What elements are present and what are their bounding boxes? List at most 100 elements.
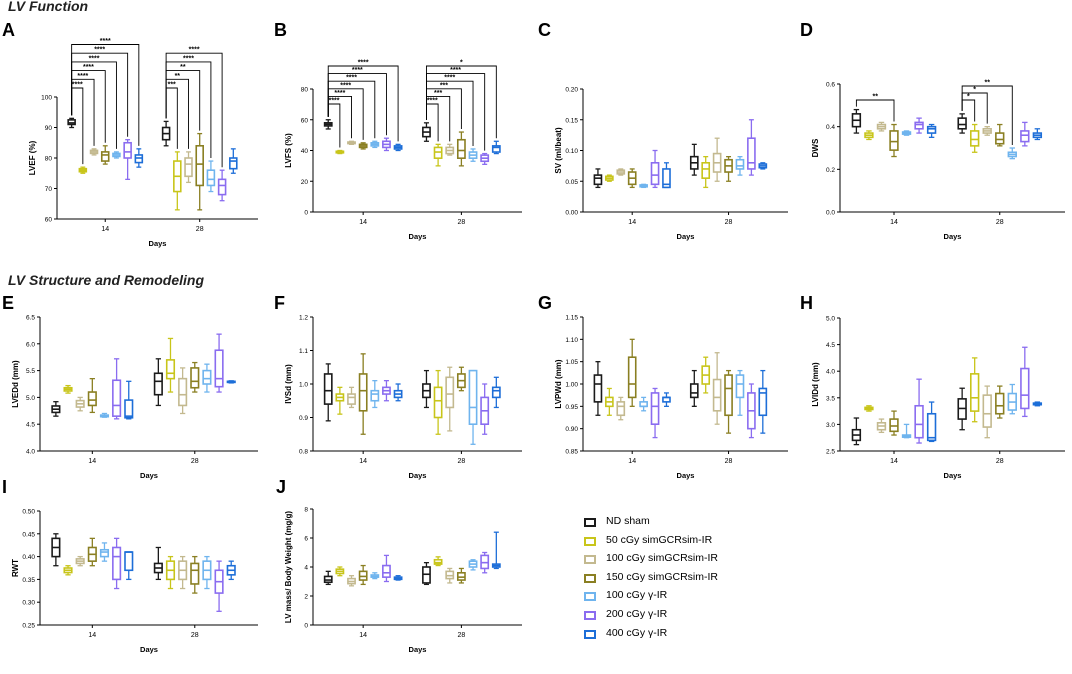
- y-tick-label: 1.0: [299, 382, 308, 389]
- x-tick-label: 28: [191, 458, 199, 465]
- significance-label: ****: [72, 82, 83, 89]
- y-tick-label: 0.20: [565, 87, 578, 94]
- y-tick-label: 0.35: [22, 577, 35, 584]
- y-tick-label: 8: [304, 507, 308, 514]
- y-tick-label: 60: [45, 217, 53, 224]
- y-tick-label: 0.9: [299, 415, 308, 422]
- y-tick-label: 4.0: [826, 369, 835, 376]
- box-iqr: [370, 389, 380, 402]
- section-title-lv-function: LV Function: [8, 0, 89, 14]
- box-iqr: [323, 373, 333, 405]
- x-tick-label: 28: [457, 632, 465, 639]
- y-tick-label: 0.0: [826, 210, 835, 217]
- legend-swatch: [584, 555, 596, 565]
- y-tick-label: 100: [41, 95, 52, 102]
- y-axis-label: LVIDd (mm): [811, 362, 820, 407]
- x-tick-label: 28: [996, 219, 1004, 226]
- box-iqr: [627, 356, 637, 399]
- x-axis-label: Days: [149, 239, 167, 248]
- y-tick-label: 6.0: [26, 341, 35, 348]
- y-tick-label: 0.90: [565, 426, 578, 433]
- significance-label: ****: [94, 47, 105, 54]
- significance-label: ****: [89, 55, 100, 62]
- legend-swatch: [584, 610, 596, 620]
- panel-label-d: D: [800, 20, 813, 40]
- x-axis-label: Days: [409, 232, 427, 241]
- y-tick-label: 5.5: [26, 368, 35, 375]
- box-iqr: [650, 392, 660, 425]
- box-iqr: [616, 401, 626, 417]
- box-iqr: [456, 138, 466, 159]
- y-tick-label: 6.5: [26, 315, 35, 322]
- box-iqr: [926, 412, 937, 442]
- box-iqr: [184, 157, 193, 178]
- significance-label: **: [984, 80, 990, 87]
- y-tick-label: 4.5: [826, 342, 835, 349]
- y-tick-label: 6: [304, 536, 308, 543]
- panel-label-g: G: [538, 293, 553, 313]
- box-iqr: [112, 546, 122, 581]
- x-tick-label: 14: [628, 219, 636, 226]
- box-iqr: [491, 386, 501, 399]
- significance-label: *: [973, 87, 976, 94]
- y-tick-label: 0.15: [565, 117, 578, 124]
- box-iqr: [100, 151, 110, 162]
- section-title-lv-structure: LV Structure and Remodeling: [8, 272, 205, 288]
- significance-label: ****: [183, 55, 194, 62]
- x-tick-label: 28: [196, 226, 204, 233]
- y-tick-label: 0: [304, 210, 308, 217]
- significance-label: ****: [83, 64, 94, 71]
- box-iqr: [217, 178, 227, 196]
- box-iqr: [982, 394, 992, 428]
- box-iqr: [735, 374, 745, 399]
- y-tick-label: 0.45: [22, 531, 35, 538]
- y-axis-label: RWT: [11, 559, 20, 577]
- y-tick-label: 1.1: [299, 348, 308, 355]
- legend-label: 50 cGy simGCRsim-IR: [606, 533, 713, 546]
- y-tick-label: 0.95: [565, 404, 578, 411]
- y-tick-label: 5.0: [26, 395, 35, 402]
- box-iqr: [358, 373, 368, 412]
- legend-label: 200 cGy γ-IR: [606, 607, 668, 620]
- box-iqr: [202, 369, 212, 385]
- y-axis-label: LVEF (%): [28, 140, 37, 175]
- x-tick-label: 14: [890, 458, 898, 465]
- box-iqr: [662, 168, 671, 189]
- box-iqr: [190, 367, 200, 389]
- significance-label: ****: [100, 38, 111, 45]
- significance-label: ****: [427, 98, 438, 105]
- x-tick-label: 28: [457, 219, 465, 226]
- y-tick-label: 20: [301, 179, 309, 186]
- x-tick-label: 14: [88, 632, 96, 639]
- significance-label: ****: [346, 75, 357, 82]
- significance-bracket: [426, 88, 462, 130]
- y-tick-label: 3.0: [826, 422, 835, 429]
- x-tick-label: 28: [996, 458, 1004, 465]
- x-tick-label: 28: [191, 632, 199, 639]
- legend-label: 150 cGy simGCRsim-IR: [606, 570, 719, 583]
- box-iqr: [758, 387, 768, 417]
- x-axis-label: Days: [140, 645, 158, 654]
- significance-bracket: [71, 44, 140, 146]
- y-tick-label: 0.2: [826, 167, 835, 174]
- legend-label: 400 cGy γ-IR: [606, 626, 668, 639]
- box-iqr: [914, 121, 924, 130]
- y-tick-label: 1.00: [565, 382, 578, 389]
- y-tick-label: 0.00: [565, 210, 578, 217]
- legend-swatch: [584, 592, 596, 602]
- box-iqr: [1020, 367, 1030, 410]
- y-tick-label: 1.05: [565, 359, 578, 366]
- box-iqr: [701, 162, 711, 179]
- box-iqr: [165, 359, 176, 380]
- panel-label-i: I: [2, 477, 8, 497]
- legend-swatch: [584, 518, 596, 527]
- x-axis-label: Days: [677, 232, 695, 241]
- legend-label: 100 cGy simGCRsim-IR: [606, 552, 719, 565]
- significance-label: ****: [334, 90, 345, 97]
- y-tick-label: 4.0: [26, 449, 35, 456]
- box-iqr: [445, 376, 455, 409]
- significance-label: ****: [189, 47, 200, 54]
- x-axis-label: Days: [409, 645, 427, 654]
- box-iqr: [229, 157, 238, 170]
